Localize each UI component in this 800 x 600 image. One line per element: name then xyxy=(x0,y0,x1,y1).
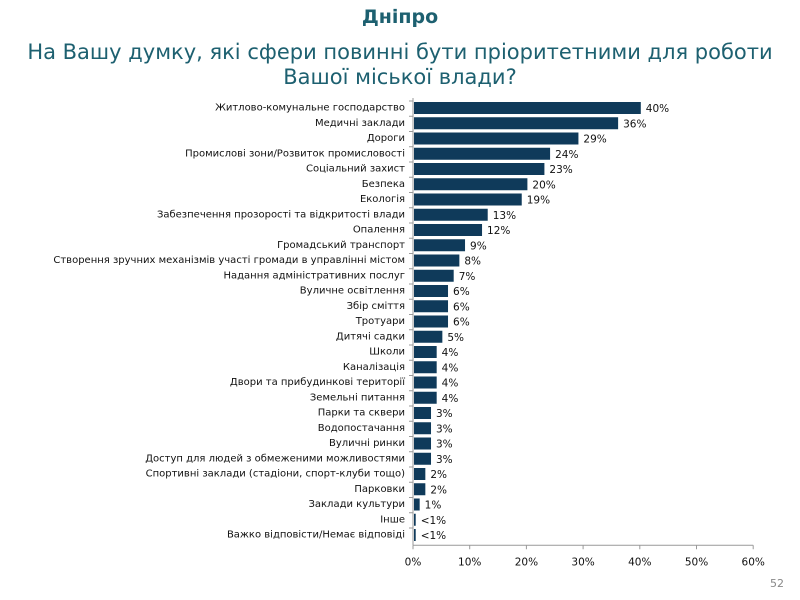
page-number: 52 xyxy=(770,577,784,590)
data-label: 9% xyxy=(470,240,487,252)
bar xyxy=(414,513,416,526)
city-heading: Дніпро xyxy=(361,6,439,28)
bar xyxy=(414,224,483,236)
data-label: 2% xyxy=(430,484,447,496)
bar xyxy=(414,117,619,130)
category-label: Забезпечення прозорості та відкритості в… xyxy=(157,208,405,220)
category-label: Надання адміністративних послуг xyxy=(223,269,405,281)
data-label: 4% xyxy=(442,393,459,405)
data-label: 40% xyxy=(646,103,669,115)
category-label: Безпека xyxy=(362,179,405,190)
bar xyxy=(414,529,416,541)
bar xyxy=(414,407,432,419)
data-label: 19% xyxy=(527,195,550,207)
category-label: Спортивні заклади (стадіони, спорт-клуби… xyxy=(146,468,405,480)
bar xyxy=(414,102,641,114)
x-tick-label: 60% xyxy=(742,556,765,568)
category-label: Громадський транспорт xyxy=(277,240,405,251)
bar xyxy=(414,163,545,175)
data-label: 6% xyxy=(453,317,470,329)
data-label: 24% xyxy=(555,149,578,161)
category-label: Каналізація xyxy=(343,361,405,373)
data-label: 23% xyxy=(549,164,572,176)
data-label: 13% xyxy=(493,210,516,222)
data-label: 7% xyxy=(459,271,476,283)
data-label: 6% xyxy=(453,286,470,298)
data-label: 1% xyxy=(425,500,442,512)
bar xyxy=(414,193,522,206)
data-label: <1% xyxy=(421,515,446,527)
category-label: Дороги xyxy=(367,133,405,144)
bar xyxy=(414,315,449,328)
bar xyxy=(414,178,528,191)
data-label: 3% xyxy=(436,454,453,466)
category-label: Соціальний захист xyxy=(306,163,405,175)
data-label: 2% xyxy=(430,469,447,481)
data-label: 3% xyxy=(436,439,453,451)
category-label: Житлово-комунальне господарство xyxy=(215,103,405,114)
category-label: Промислові зони/Розвиток промисловості xyxy=(185,147,405,159)
category-label: Вуличне освітлення xyxy=(300,285,405,297)
category-label: Школи xyxy=(369,347,405,358)
bar xyxy=(414,468,426,480)
x-tick-label: 20% xyxy=(515,556,538,568)
bar xyxy=(414,132,579,145)
data-label: <1% xyxy=(421,530,446,542)
category-label: Створення зручних механізмів участі гром… xyxy=(53,254,405,266)
category-label: Опалення xyxy=(353,225,405,236)
data-label: 4% xyxy=(442,378,459,390)
bar xyxy=(414,330,443,343)
data-label: 4% xyxy=(442,347,459,359)
category-label: Парковки xyxy=(354,484,405,495)
bar xyxy=(414,239,466,252)
data-label: 8% xyxy=(464,256,481,268)
bar xyxy=(414,483,426,496)
category-label: Тротуари xyxy=(355,316,405,327)
data-label: 4% xyxy=(442,362,459,374)
data-label: 3% xyxy=(436,408,453,420)
category-label: Заклади культури xyxy=(308,499,405,510)
bar xyxy=(414,498,420,511)
data-label: 36% xyxy=(623,118,646,130)
category-label: Вуличні ринки xyxy=(329,437,405,449)
bar xyxy=(414,269,454,282)
category-label: Земельні питання xyxy=(310,391,405,403)
bar xyxy=(414,361,437,374)
category-label: Медичні заклади xyxy=(315,117,405,129)
category-label: Двори та прибудинкові території xyxy=(230,376,405,388)
chart-title: На Вашу думку, які сфери повинні бути пр… xyxy=(27,40,773,89)
category-label: Водопостачання xyxy=(318,423,405,434)
category-label: Інше xyxy=(380,514,405,525)
category-label: Екологія xyxy=(360,193,405,205)
category-label: Збір сміття xyxy=(347,300,405,312)
bar xyxy=(414,422,432,435)
x-tick-label: 50% xyxy=(685,556,708,568)
bar xyxy=(414,391,437,404)
bar xyxy=(414,346,437,358)
data-label: 6% xyxy=(453,301,470,313)
bar xyxy=(414,452,432,465)
x-tick-label: 40% xyxy=(628,556,651,568)
category-label: Важко відповісти/Немає відповіді xyxy=(227,529,405,541)
x-tick-label: 0% xyxy=(405,556,422,568)
bar xyxy=(414,254,460,267)
bar xyxy=(414,285,449,297)
data-label: 20% xyxy=(532,179,555,191)
category-label: Дитячі садки xyxy=(336,330,405,342)
data-label: 3% xyxy=(436,423,453,435)
bar xyxy=(414,300,449,313)
bar xyxy=(414,208,488,221)
data-label: 5% xyxy=(447,332,464,344)
x-tick-label: 10% xyxy=(458,556,481,568)
data-label: 12% xyxy=(487,225,510,237)
category-label: Парки та сквери xyxy=(318,408,405,419)
category-label: Доступ для людей з обмеженими можливостя… xyxy=(145,453,405,464)
bar xyxy=(414,376,437,389)
data-label: 29% xyxy=(583,134,606,146)
x-tick-label: 30% xyxy=(571,556,594,568)
bar xyxy=(414,437,432,450)
bar xyxy=(414,147,551,160)
